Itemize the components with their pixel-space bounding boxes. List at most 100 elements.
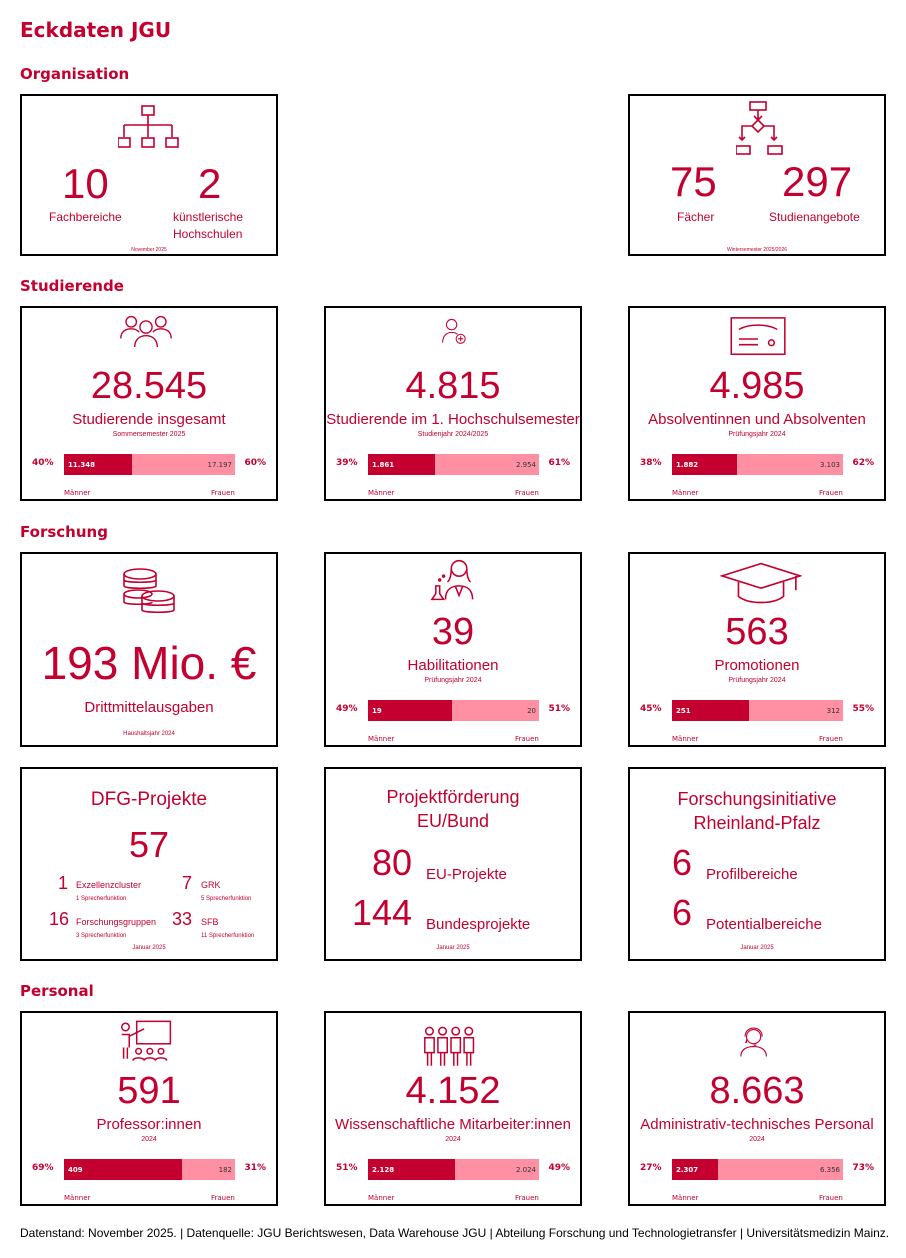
women-percent: 62% <box>852 458 874 468</box>
eubund-title-2: EU/Bund <box>416 811 490 831</box>
card-wiss-mitarbeiter: 4.152 Wissenschaftliche Mitarbeiter:inne… <box>324 1011 582 1206</box>
bundesprojekte-label: Bundesprojekte <box>426 916 531 933</box>
gender-bar: 2.128 2.024 <box>368 1159 539 1180</box>
potentialbereiche-label: Potentialbereiche <box>706 916 822 933</box>
drittmittel-label: Drittmittelausgaben <box>84 699 214 716</box>
gender-bar: 1.861 2.954 <box>368 454 539 475</box>
user-add-icon <box>442 318 466 344</box>
card-dfg-projekte: DFG-Projekte 57 1 Exzellenzcluster 1 Spr… <box>20 767 278 961</box>
hochschulen-label-2: Hochschulen <box>173 227 243 241</box>
page-title: Eckdaten JGU <box>20 18 172 42</box>
women-percent: 31% <box>244 1163 266 1173</box>
faecher-value: 75 <box>670 158 717 205</box>
kpi-period: 2024 <box>445 1136 461 1143</box>
women-label: Frauen <box>211 489 235 497</box>
group-icon <box>120 315 172 348</box>
men-label: Männer <box>368 1194 395 1202</box>
gender-bar: 2.307 6.356 <box>672 1159 843 1180</box>
kpi-label: Habilitationen <box>407 657 499 674</box>
men-bar-segment: 409 <box>64 1159 182 1180</box>
men-label: Männer <box>64 1194 91 1202</box>
card-professoren: 591 Professor:innen 2024 69% 409 182 31%… <box>20 1011 278 1206</box>
card-projektfoerderung: Projektförderung EU/Bund 80 EU-Projekte … <box>324 767 582 961</box>
exzellenzcluster-count: 1 <box>58 873 69 893</box>
rlp-title-2: Rheinland-Pfalz <box>693 813 821 833</box>
men-bar-segment: 251 <box>672 700 749 721</box>
section-forschung: Forschung <box>20 523 108 541</box>
kpi-label: Studierende insgesamt <box>72 411 226 428</box>
men-label: Männer <box>672 735 699 743</box>
men-bar-segment: 19 <box>368 700 452 721</box>
gender-bar: 1.882 3.103 <box>672 454 843 475</box>
men-percent: 49% <box>336 704 358 714</box>
kpi-period: Sommersemester 2025 <box>112 431 186 438</box>
kpi-value: 4.152 <box>405 1070 501 1112</box>
men-percent: 27% <box>640 1163 662 1173</box>
men-percent: 40% <box>32 458 54 468</box>
grk-sub: 5 Sprecherfunktion <box>201 896 252 902</box>
men-label: Männer <box>672 489 699 497</box>
kpi-label: Administrativ-technisches Personal <box>640 1116 874 1133</box>
men-label: Männer <box>368 489 395 497</box>
kpi-value: 563 <box>725 611 789 653</box>
coins-icon <box>123 568 175 614</box>
women-percent: 73% <box>852 1163 874 1173</box>
kpi-period: Prüfungsjahr 2024 <box>728 431 786 438</box>
women-bar-segment: 6.356 <box>819 1166 840 1174</box>
date-label: November 2025 <box>131 247 167 253</box>
profilbereiche-label: Profilbereiche <box>706 866 798 883</box>
women-label: Frauen <box>211 1194 235 1202</box>
women-label: Frauen <box>515 489 539 497</box>
men-percent: 69% <box>32 1163 54 1173</box>
fachbereiche-value: 10 <box>62 160 109 207</box>
date-label: Januar 2025 <box>132 945 166 951</box>
women-percent: 55% <box>852 704 874 714</box>
kpi-period: 2024 <box>749 1136 765 1143</box>
women-bar-segment: 2.954 <box>515 461 536 469</box>
women-bar-segment: 182 <box>218 1166 232 1174</box>
org-chart-icon <box>118 105 179 148</box>
bundesprojekte-value: 144 <box>352 892 413 933</box>
sfb-sub: 11 Sprecherfunktion <box>201 933 255 939</box>
card-erstsemester: 4.815 Studierende im 1. Hochschulsemeste… <box>324 306 582 501</box>
card-forschungsinitiative: Forschungsinitiative Rheinland-Pfalz 6 P… <box>628 767 886 961</box>
men-percent: 45% <box>640 704 662 714</box>
women-bar-segment: 2.024 <box>515 1166 536 1174</box>
men-bar-segment: 1.882 <box>672 454 737 475</box>
women-percent: 51% <box>548 704 570 714</box>
kpi-period: 2024 <box>141 1136 157 1143</box>
hochschulen-value: 2 <box>198 160 222 207</box>
eu-projekte-value: 80 <box>372 842 413 883</box>
card-studierende-insgesamt: 28.545 Studierende insgesamt Sommersemes… <box>20 306 278 501</box>
kpi-label: Studierende im 1. Hochschulsemester <box>326 411 580 428</box>
kpi-label: Wissenschaftliche Mitarbeiter:innen <box>335 1116 571 1133</box>
fachbereiche-label: Fachbereiche <box>49 210 122 224</box>
kpi-label: Absolventinnen und Absolventen <box>648 411 866 428</box>
card-drittmittel: 193 Mio. € Drittmittelausgaben Haushalts… <box>20 552 278 747</box>
men-bar-segment: 1.861 <box>368 454 435 475</box>
dfg-title: DFG-Projekte <box>90 789 208 810</box>
card-admin-personal: 8.663 Administrativ-technisches Personal… <box>628 1011 886 1206</box>
section-personal: Personal <box>20 982 94 1000</box>
card-habilitationen: 39 Habilitationen Prüfungsjahr 2024 49% … <box>324 552 582 747</box>
gender-bar: 11.348 17.197 <box>64 454 235 475</box>
section-studierende: Studierende <box>20 277 124 295</box>
women-label: Frauen <box>819 735 843 743</box>
women-label: Frauen <box>819 489 843 497</box>
women-bar-segment: 17.197 <box>207 461 233 469</box>
sfb-label: SFB <box>201 917 219 927</box>
graduation-cap-icon <box>720 562 802 604</box>
women-bar-segment: 20 <box>527 707 536 715</box>
men-bar-segment: 2.307 <box>672 1159 719 1180</box>
kpi-value: 4.985 <box>709 365 805 407</box>
card-fachbereiche: 10 Fachbereiche 2 künstlerische Hochschu… <box>20 94 278 256</box>
dfg-value: 57 <box>128 824 170 865</box>
drittmittel-value: 193 Mio. € <box>41 637 257 689</box>
forschungsgruppen-sub: 3 Sprecherfunktion <box>76 933 127 939</box>
teacher-icon <box>120 1020 172 1061</box>
men-percent: 39% <box>336 458 358 468</box>
forschungsgruppen-label: Forschungsgruppen <box>76 917 157 927</box>
gender-bar: 409 182 <box>64 1159 235 1180</box>
men-percent: 51% <box>336 1163 358 1173</box>
men-bar-segment: 11.348 <box>64 454 133 475</box>
